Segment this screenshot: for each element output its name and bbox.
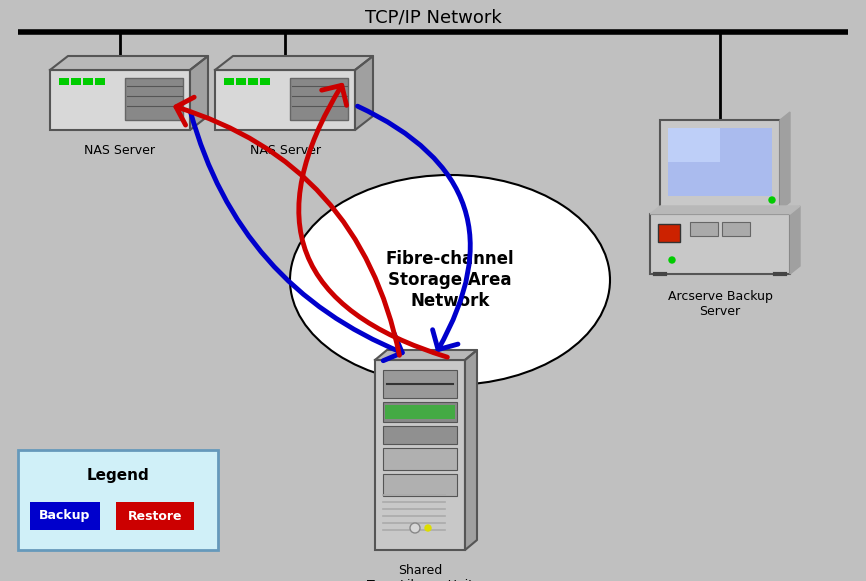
Circle shape bbox=[425, 525, 431, 531]
FancyArrowPatch shape bbox=[191, 113, 402, 361]
FancyBboxPatch shape bbox=[95, 78, 105, 85]
Polygon shape bbox=[355, 56, 373, 130]
Circle shape bbox=[669, 257, 675, 263]
FancyBboxPatch shape bbox=[690, 222, 718, 236]
Text: Restore: Restore bbox=[128, 510, 182, 522]
Text: Backup: Backup bbox=[39, 510, 91, 522]
FancyBboxPatch shape bbox=[224, 78, 234, 85]
FancyBboxPatch shape bbox=[383, 426, 457, 444]
Circle shape bbox=[769, 197, 775, 203]
FancyBboxPatch shape bbox=[383, 474, 457, 496]
Text: NAS Server: NAS Server bbox=[249, 144, 320, 157]
Text: Fibre-channel
Storage Area
Network: Fibre-channel Storage Area Network bbox=[385, 250, 514, 310]
Circle shape bbox=[410, 523, 420, 533]
FancyBboxPatch shape bbox=[215, 70, 355, 130]
FancyBboxPatch shape bbox=[248, 78, 258, 85]
Polygon shape bbox=[375, 350, 477, 360]
Text: Legend: Legend bbox=[87, 468, 149, 483]
FancyBboxPatch shape bbox=[83, 78, 93, 85]
FancyBboxPatch shape bbox=[18, 450, 218, 550]
FancyBboxPatch shape bbox=[260, 78, 270, 85]
FancyBboxPatch shape bbox=[658, 224, 680, 242]
FancyBboxPatch shape bbox=[59, 78, 69, 85]
Polygon shape bbox=[790, 206, 800, 274]
FancyBboxPatch shape bbox=[660, 120, 780, 210]
FancyArrowPatch shape bbox=[299, 85, 448, 357]
Text: NAS Server: NAS Server bbox=[85, 144, 156, 157]
Polygon shape bbox=[50, 56, 208, 70]
FancyBboxPatch shape bbox=[668, 128, 720, 162]
FancyBboxPatch shape bbox=[71, 78, 81, 85]
FancyBboxPatch shape bbox=[116, 502, 194, 530]
FancyBboxPatch shape bbox=[650, 214, 790, 274]
FancyBboxPatch shape bbox=[30, 502, 100, 530]
FancyBboxPatch shape bbox=[383, 402, 457, 422]
FancyBboxPatch shape bbox=[668, 128, 772, 196]
Polygon shape bbox=[650, 206, 800, 214]
Polygon shape bbox=[215, 56, 373, 70]
Text: Arcserve Backup
Server: Arcserve Backup Server bbox=[668, 290, 772, 318]
FancyBboxPatch shape bbox=[236, 78, 246, 85]
Text: Shared
Tape Library Unit: Shared Tape Library Unit bbox=[367, 564, 473, 581]
FancyBboxPatch shape bbox=[290, 78, 348, 120]
FancyArrowPatch shape bbox=[176, 97, 399, 355]
Polygon shape bbox=[780, 112, 790, 210]
FancyArrowPatch shape bbox=[358, 106, 470, 350]
FancyBboxPatch shape bbox=[50, 70, 190, 130]
FancyBboxPatch shape bbox=[385, 405, 455, 419]
FancyBboxPatch shape bbox=[375, 360, 465, 550]
FancyBboxPatch shape bbox=[383, 370, 457, 398]
Text: TCP/IP Network: TCP/IP Network bbox=[365, 8, 501, 26]
FancyBboxPatch shape bbox=[383, 448, 457, 470]
Polygon shape bbox=[190, 56, 208, 130]
Ellipse shape bbox=[290, 175, 610, 385]
Polygon shape bbox=[465, 350, 477, 550]
FancyBboxPatch shape bbox=[125, 78, 183, 120]
FancyBboxPatch shape bbox=[722, 222, 750, 236]
